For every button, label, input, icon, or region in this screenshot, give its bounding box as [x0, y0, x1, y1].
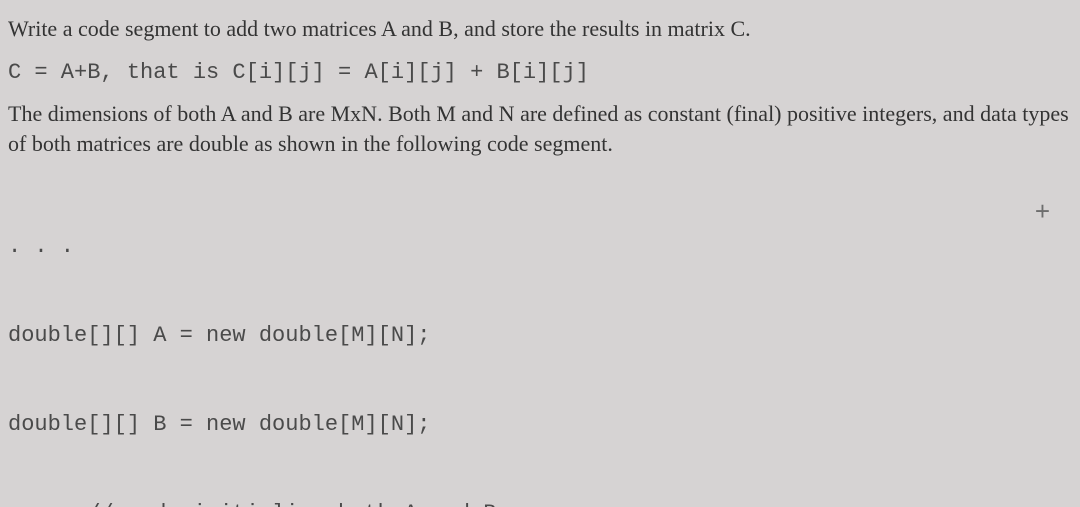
code-snippet: . . . double[][] A = new double[M][N]; d…: [8, 173, 1072, 507]
code-line-b: double[][] B = new double[M][N];: [8, 410, 1072, 440]
intro-text: Write a code segment to add two matrices…: [8, 14, 1072, 44]
code-line-init: . . . // code initialize both A and B: [8, 499, 1072, 507]
question-page: Write a code segment to add two matrices…: [0, 0, 1080, 507]
formula-line: C = A+B, that is C[i][j] = A[i][j] + B[i…: [8, 58, 1072, 88]
code-ellipsis-top: . . .: [8, 232, 1072, 262]
expand-icon[interactable]: +: [1035, 196, 1050, 227]
code-line-a: double[][] A = new double[M][N];: [8, 321, 1072, 351]
dimensions-text: The dimensions of both A and B are MxN. …: [8, 99, 1072, 158]
